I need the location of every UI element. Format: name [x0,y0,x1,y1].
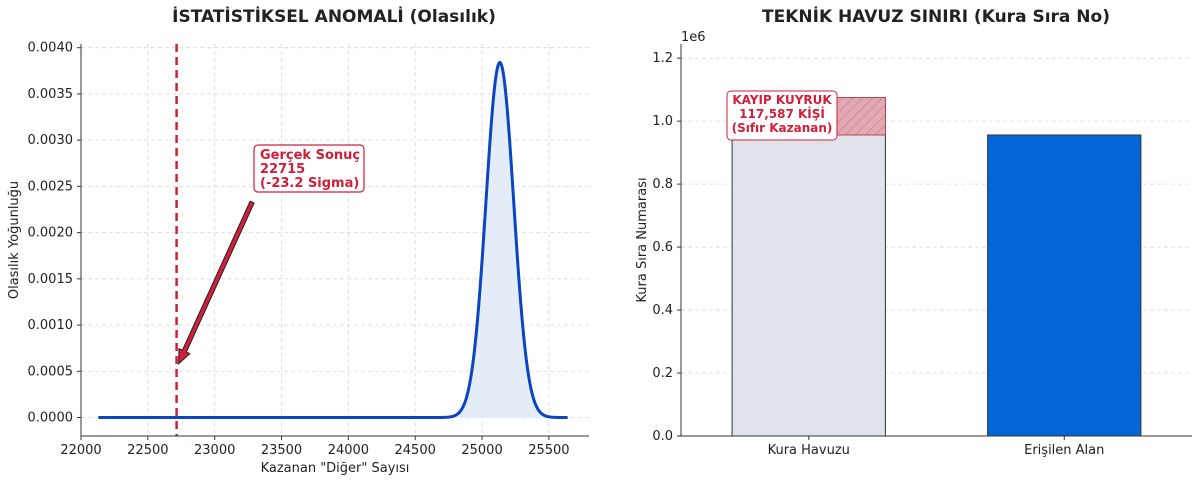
right-y-tick-label: 0.4 [652,303,673,318]
left-x-tick-label: 22500 [127,443,168,458]
lost-tail-annotation-line-2: 117,587 KİŞİ [739,106,825,121]
observed-annotation-box [253,144,365,193]
right-x-tick-label: Erişilen Alan [1024,443,1104,458]
observed-annotation-line-2: 22715 [260,162,305,177]
bar-erisilen-alan [987,134,1142,437]
density-area [98,62,568,418]
right-plot [731,97,1142,437]
observed-annotation-line-3: (-23.2 Sigma) [260,176,359,191]
right-y-tick-label: 0.8 [652,177,673,192]
left-y-tick-label: 0.0010 [28,318,74,333]
right-y-tick-label: 0.0 [652,429,673,444]
left-x-tick-label: 24000 [328,443,369,458]
right-y-tick-label: 1.2 [652,51,673,66]
left-y-tick-label: 0.0035 [28,87,74,102]
left-ticks: 22000 22500 23000 23500 24000 24500 25000 25500… [28,41,570,458]
left-y-axis-label: Olasılık Yoğunluğu [7,181,22,299]
left-chart-title: İSTATİSTİKSEL ANOMALİ (Olasılık) [172,5,496,27]
left-plot [98,44,568,436]
right-y-axis-label: Kura Sıra Numarası [635,177,650,302]
right-y-tick-label: 1.0 [652,114,673,129]
left-y-tick-label: 0.0025 [28,179,74,194]
left-y-tick-label: 0.0040 [28,41,74,56]
left-x-tick-label: 25500 [528,443,569,458]
right-x-tick-label: Kura Havuzu [768,443,850,458]
lost-tail-annotation: KAYIP KUYRUK 117,587 KİŞİ (Sıfır Kazanan… [726,90,838,141]
observed-annotation-line-1: Gerçek Sonuç [260,148,360,163]
left-x-tick-label: 23500 [261,443,302,458]
left-x-tick-label: 23000 [194,443,235,458]
left-x-tick-label: 25000 [461,443,502,458]
left-y-tick-label: 0.0030 [28,133,74,148]
lost-tail-annotation-line-3: (Sıfır Kazanan) [732,121,833,135]
left-y-tick-label: 0.0000 [28,411,74,426]
right-ticks: 0.0 0.2 0.4 0.6 0.8 1.0 1.2 Kura Havuzu Erişilen… [652,51,1104,458]
right-y-tick-label: 0.2 [652,366,673,381]
observed-arrow [178,200,255,366]
observed-annotation: Gerçek Sonuç 22715 (-23.2 Sigma) [178,144,365,366]
left-chart: İSTATİSTİKSEL ANOMALİ (Olasılık) 22000 22… [7,5,589,476]
right-y-tick-label: 0.6 [652,240,673,255]
left-x-tick-label: 24500 [395,443,436,458]
left-y-tick-label: 0.0015 [28,272,74,287]
right-chart: TEKNİK HAVUZ SINIRI (Kura Sıra No) 1e6 0… [635,5,1192,458]
observed-arrow-shape [178,200,255,366]
density-curve [98,60,568,420]
left-y-tick-label: 0.0020 [28,226,74,241]
bar-kura-havuzu [731,97,886,437]
left-y-tick-label: 0.0005 [28,364,74,379]
right-scale-label: 1e6 [681,30,706,45]
right-chart-title: TEKNİK HAVUZ SINIRI (Kura Sıra No) [762,5,1110,27]
left-x-axis-label: Kazanan "Diğer" Sayısı [261,461,410,476]
lost-tail-annotation-box [726,90,838,141]
left-x-tick-label: 22000 [60,443,101,458]
lost-tail-annotation-line-1: KAYIP KUYRUK [732,93,832,107]
